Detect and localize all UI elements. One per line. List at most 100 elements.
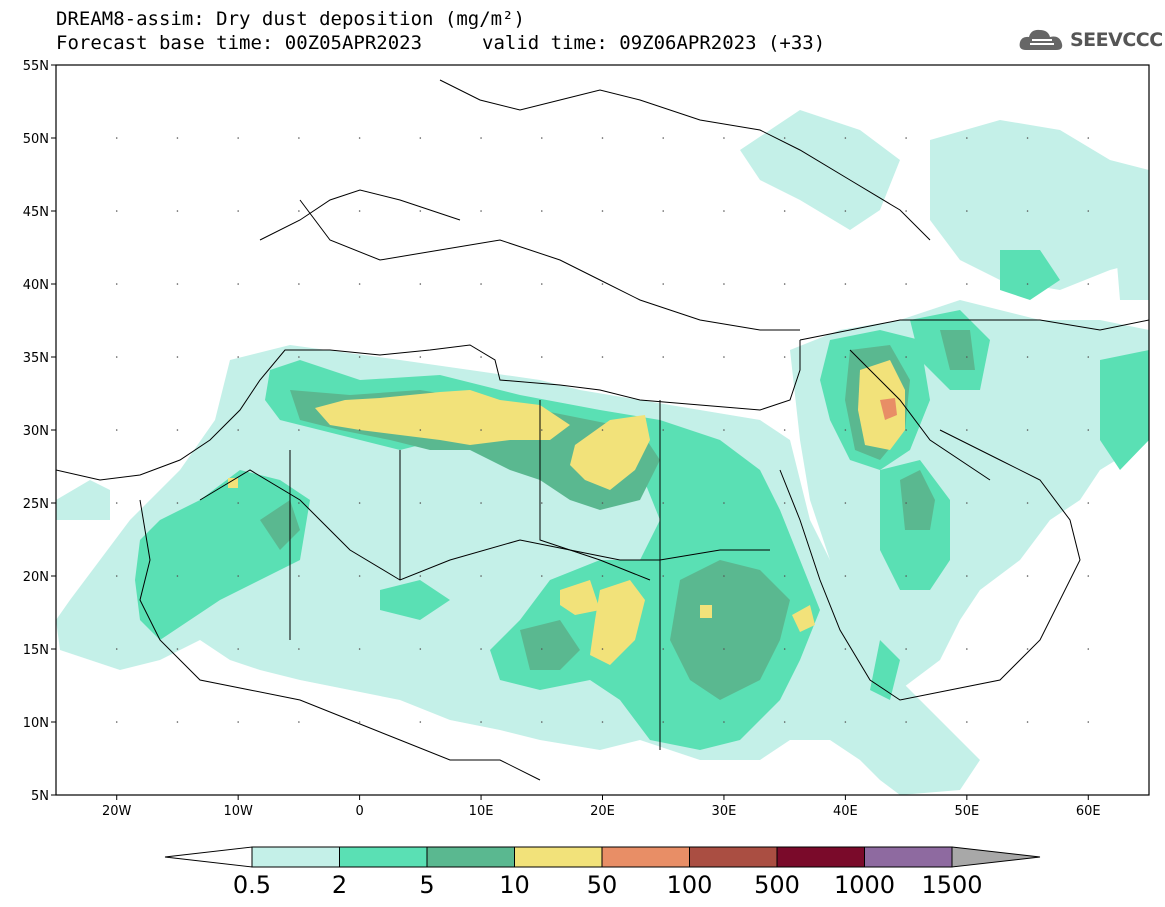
grid-dot xyxy=(844,575,847,577)
colorbar-box xyxy=(514,846,603,868)
grid-dot xyxy=(237,283,239,285)
grid-dot xyxy=(358,429,361,431)
lat-label: 30N xyxy=(23,424,49,439)
grid-dot xyxy=(844,429,847,431)
grid-dot xyxy=(662,210,665,212)
seevccc-logo: SEEVCCC xyxy=(1018,26,1163,54)
lon-label: 0 xyxy=(355,804,363,819)
grid-dot xyxy=(966,356,968,358)
grid-dot xyxy=(1087,502,1090,504)
grid-dot xyxy=(480,137,482,139)
grid-dot xyxy=(1026,429,1029,431)
grid-dot xyxy=(298,721,300,723)
lon-label: 20W xyxy=(102,804,132,819)
grid-dot xyxy=(540,502,543,504)
grid-dot xyxy=(966,429,968,431)
lat-label: 40N xyxy=(23,278,49,293)
grid-dots xyxy=(115,137,1090,723)
colorbar-label: 100 xyxy=(667,871,713,899)
grid-dot xyxy=(662,137,665,139)
grid-dot xyxy=(419,137,422,139)
grid-dot xyxy=(723,648,725,650)
grid-dot xyxy=(358,721,361,723)
grid-dot xyxy=(1026,283,1029,285)
grid-dot xyxy=(723,356,725,358)
grid-dot xyxy=(1026,648,1029,650)
grid-dot xyxy=(783,429,786,431)
logo-text: SEEVCCC xyxy=(1070,29,1163,51)
grid-dot xyxy=(480,721,482,723)
grid-dot xyxy=(480,429,482,431)
grid-dot xyxy=(1087,648,1090,650)
grid-dot xyxy=(1087,210,1090,212)
grid-dot xyxy=(115,210,118,212)
grid-dot xyxy=(844,137,847,139)
colorbar-box xyxy=(864,846,953,868)
grid-dot xyxy=(966,721,968,723)
grid-dot xyxy=(358,210,361,212)
grid-dot xyxy=(540,721,543,723)
grid-dot xyxy=(1026,721,1029,723)
grid-dot xyxy=(298,137,300,139)
colorbar-label: 2 xyxy=(332,871,347,899)
grid-dot xyxy=(1087,137,1090,139)
grid-dot xyxy=(723,137,725,139)
lat-label: 15N xyxy=(23,643,49,658)
cloud-icon xyxy=(1019,29,1063,50)
grid-dot xyxy=(237,502,239,504)
colorbar-box xyxy=(776,846,865,868)
grid-dot xyxy=(662,648,665,650)
grid-dot xyxy=(176,283,179,285)
grid-dot xyxy=(966,575,968,577)
lon-label: 50E xyxy=(954,804,979,819)
grid-dot xyxy=(783,648,786,650)
forecast-base-time: Forecast base time: 00Z05APR2023 xyxy=(56,32,423,54)
grid-dot xyxy=(966,283,968,285)
lon-label: 10E xyxy=(469,804,494,819)
grid-dot xyxy=(298,356,300,358)
grid-dot xyxy=(844,502,847,504)
grid-dot xyxy=(176,648,179,650)
lat-label: 25N xyxy=(23,497,49,512)
grid-dot xyxy=(358,502,361,504)
grid-dot xyxy=(358,575,361,577)
grid-dot xyxy=(783,210,786,212)
grid-dot xyxy=(540,210,543,212)
grid-dot xyxy=(298,429,300,431)
lat-label: 5N xyxy=(31,789,49,804)
grid-dot xyxy=(601,137,604,139)
colorbar-box xyxy=(601,846,690,868)
grid-dot xyxy=(783,502,786,504)
grid-dot xyxy=(115,137,118,139)
colorbar-box xyxy=(339,846,428,868)
grid-dot xyxy=(844,210,847,212)
grid-dot xyxy=(298,648,300,650)
lat-label: 45N xyxy=(23,205,49,220)
grid-dot xyxy=(662,575,665,577)
grid-dot xyxy=(844,356,847,358)
grid-dot xyxy=(601,721,604,723)
grid-dot xyxy=(662,356,665,358)
grid-dot xyxy=(601,356,604,358)
lon-label: 30E xyxy=(712,804,737,819)
grid-dot xyxy=(662,283,665,285)
grid-dot xyxy=(1026,137,1029,139)
longitude-labels: 20W 10W 0 10E 20E 30E 40E 50E 60E xyxy=(102,795,1101,819)
grid-dot xyxy=(480,575,482,577)
lon-label: 40E xyxy=(833,804,858,819)
grid-dot xyxy=(662,429,665,431)
grid-dot xyxy=(540,283,543,285)
grid-dot xyxy=(723,210,725,212)
colorbar-label: 50 xyxy=(587,871,618,899)
grid-dot xyxy=(237,648,239,650)
grid-dot xyxy=(601,429,604,431)
grid-dot xyxy=(601,575,604,577)
lat-label: 55N xyxy=(23,59,49,74)
grid-dot xyxy=(723,283,725,285)
grid-dot xyxy=(419,648,422,650)
grid-dot xyxy=(723,721,725,723)
lat-label: 10N xyxy=(23,716,49,731)
grid-dot xyxy=(723,429,725,431)
lon-label: 60E xyxy=(1076,804,1101,819)
colorbar-box xyxy=(689,846,778,868)
